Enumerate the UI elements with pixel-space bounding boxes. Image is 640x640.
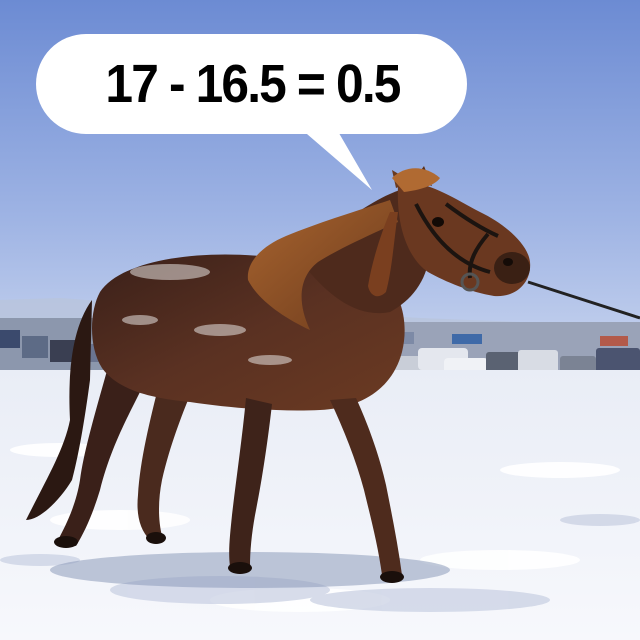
meme-caption: 17 - 16.5 = 0.5 bbox=[105, 54, 401, 114]
speech-bubble bbox=[36, 34, 467, 190]
lead-rope bbox=[527, 280, 640, 320]
horse-icon bbox=[26, 166, 531, 583]
